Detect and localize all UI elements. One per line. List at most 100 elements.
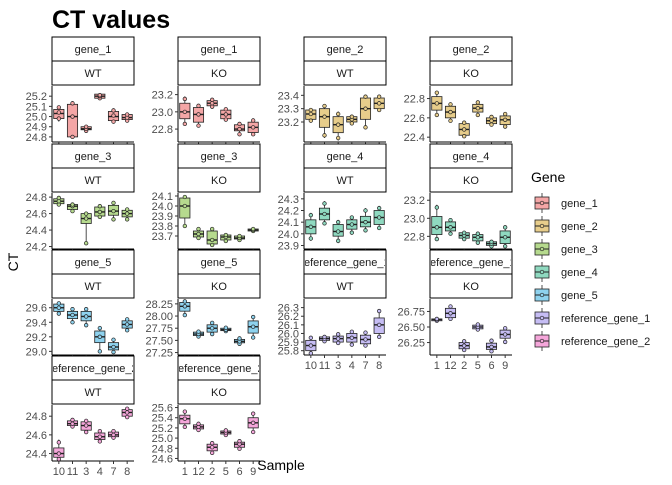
x-tick-label: 10 <box>305 360 317 372</box>
legend-item-gene-5: gene_5 <box>534 285 598 305</box>
y-tick-label: 24.4 <box>26 225 47 237</box>
box-3 <box>80 307 92 328</box>
data-point <box>237 233 242 239</box>
box-6 <box>233 233 246 243</box>
box-1 <box>179 409 191 430</box>
strip-group-label: KO <box>211 175 227 187</box>
legend-key-point <box>539 338 545 344</box>
data-point <box>475 100 480 105</box>
data-point <box>308 213 313 218</box>
data-point <box>349 342 354 347</box>
strip-group-box <box>303 167 387 193</box>
data-point <box>349 230 354 235</box>
data-point <box>336 220 341 225</box>
x-tick-label: 11 <box>319 360 330 372</box>
y-tick-label: 24.0 <box>278 229 299 241</box>
data-point <box>475 231 480 236</box>
y-tick-label: 25.2 <box>152 423 173 435</box>
data-point <box>56 105 61 110</box>
y-tick-label: 23.0 <box>404 213 425 225</box>
data-point <box>448 316 453 322</box>
data-point <box>462 236 467 242</box>
data-point <box>377 107 382 113</box>
x-tick-label: 11 <box>67 466 78 478</box>
strip-group-label: KO <box>463 68 479 80</box>
strip-gene-box <box>429 249 513 275</box>
box-11 <box>66 307 79 325</box>
box-3 <box>332 219 344 244</box>
y-tick-label: 24.2 <box>278 206 299 218</box>
data-point <box>322 221 327 226</box>
data-point <box>308 351 313 356</box>
x-axis-label: Sample <box>257 457 305 473</box>
box-4 <box>346 114 358 126</box>
box-2 <box>206 441 218 456</box>
y-tick-label: 27.75 <box>145 323 173 335</box>
data-point <box>503 339 508 345</box>
data-point <box>97 325 102 331</box>
data-point <box>210 441 215 446</box>
legend-item-gene-4: gene_4 <box>534 262 598 282</box>
y-tick-label: 22.8 <box>404 94 425 106</box>
y-tick-label: 26.25 <box>397 338 425 350</box>
data-point <box>308 236 313 241</box>
data-point <box>489 344 494 350</box>
y-tick-label: 24.9 <box>26 122 47 134</box>
facet-panel: reference_gene_1 KO 26.25 26.50 26.75 1 12 2 5 6 9 <box>397 249 513 372</box>
data-point <box>182 223 187 229</box>
data-point <box>322 114 327 119</box>
legend-item-gene-1: gene_1 <box>534 193 598 213</box>
box-3 <box>332 111 344 141</box>
legend-item-label: reference_gene_1 <box>561 313 650 325</box>
data-point <box>448 231 453 236</box>
legend-key-point <box>539 315 545 321</box>
data-point <box>56 301 61 306</box>
data-point <box>336 122 341 127</box>
data-point <box>251 420 256 425</box>
data-point <box>462 127 467 132</box>
strip-gene-box <box>303 249 387 275</box>
data-point <box>97 434 102 439</box>
data-point <box>251 118 256 123</box>
data-point <box>97 334 102 339</box>
data-point <box>70 312 75 318</box>
box-5 <box>472 322 484 332</box>
y-tick-label: 23.7 <box>152 231 173 243</box>
y-tick-label: 23.3 <box>278 104 299 116</box>
data-point <box>196 329 201 334</box>
data-point <box>251 132 256 137</box>
x-tick-label: 7 <box>110 466 116 478</box>
data-point <box>237 126 242 132</box>
data-point <box>363 106 368 111</box>
data-point <box>125 211 130 216</box>
strip-group-label: WT <box>84 175 101 187</box>
box-4 <box>94 93 106 101</box>
strip-group-label: WT <box>84 68 101 80</box>
legend-item-label: gene_3 <box>561 244 598 256</box>
facet-panel: reference_gene_2KO24.624.825.025.225.425… <box>152 355 263 478</box>
strip-group-box <box>177 273 261 299</box>
data-point <box>308 118 313 123</box>
data-point <box>196 235 201 241</box>
legend-item-label: gene_2 <box>561 221 598 233</box>
data-point <box>182 121 187 127</box>
strip-gene-box <box>51 143 135 169</box>
box-10 <box>305 335 317 356</box>
strip-gene-label: reference_gene_2 <box>174 363 263 375</box>
y-tick-label: 26.0 <box>278 328 299 340</box>
strip-gene-label: reference_gene_2 <box>48 363 137 375</box>
box-5 <box>472 231 484 245</box>
data-point <box>70 307 75 312</box>
strip-gene-box <box>51 249 135 275</box>
data-point <box>322 211 327 217</box>
data-point <box>210 101 215 106</box>
data-point <box>489 239 494 244</box>
y-tick-label: 24.1 <box>152 191 173 203</box>
data-point <box>503 225 508 230</box>
legend-key-point <box>539 246 545 252</box>
